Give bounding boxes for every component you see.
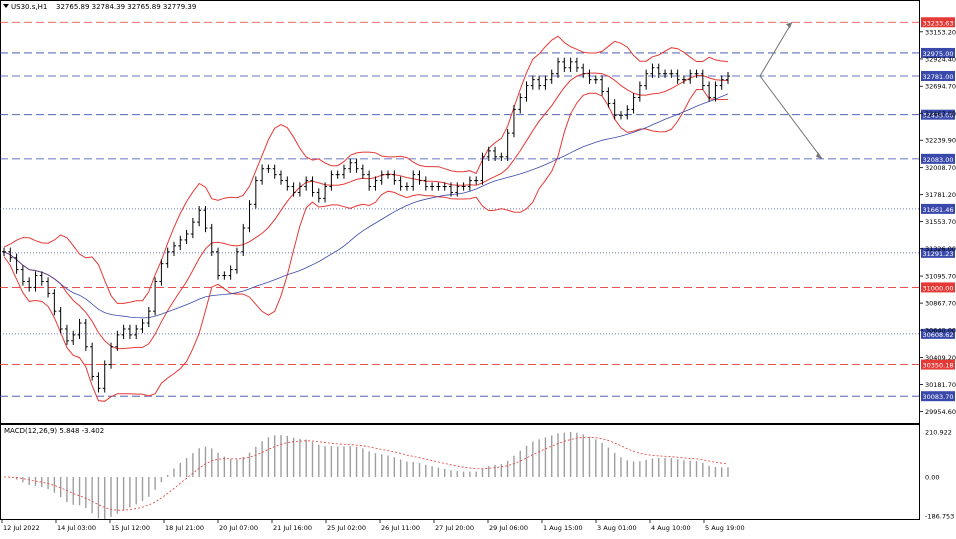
projection-down-line (759, 75, 823, 160)
price-tick-label: 30640.00 (925, 327, 956, 335)
macd-label: MACD(12,26,9) 5.848 -3.402 (4, 427, 104, 435)
time-axis: 12 Jul 2022 14 Jul 03:00 15 Jul 12:00 18 Ju… (1, 519, 745, 532)
time-tick-label: 25 Jul 02:00 (327, 524, 366, 532)
level-label: 32781.00 (922, 73, 953, 81)
price-tick-label: 31095.70 (925, 273, 956, 281)
symbol-label: US30.s,H1 (11, 3, 47, 11)
macd-axis: 210.922 0.00 -186.753 (925, 429, 954, 521)
price-tick-label: 31553.70 (925, 218, 956, 226)
time-tick-label: 3 Aug 01:00 (597, 524, 637, 532)
level-label: 33233.63 (922, 19, 953, 27)
ohlc-label: 32765.89 32784.39 32765.89 32779.39 (56, 3, 196, 11)
level-label: 31291.23 (922, 250, 953, 258)
level-label-box (921, 153, 955, 164)
level-label-box (921, 70, 955, 81)
bollinger-upper (3, 35, 729, 304)
level-label-box (921, 359, 955, 370)
price-tick-label: 32467.00 (925, 110, 956, 118)
price-tick-label: 32924.40 (925, 55, 956, 63)
moving-average (3, 93, 729, 319)
price-tick-label: 29954.60 (925, 408, 956, 416)
collapse-triangle-icon[interactable] (3, 4, 9, 8)
price-tick-label: 32694.70 (925, 83, 956, 91)
main-panel-frame (0, 0, 920, 424)
level-label: 32975.00 (922, 50, 953, 58)
time-tick-label: 21 Jul 16:00 (273, 524, 312, 532)
time-tick-label: 27 Jul 20:00 (435, 524, 474, 532)
projection-up-arrowhead (786, 22, 792, 29)
bollinger-bands (3, 35, 729, 402)
bollinger-middle (3, 72, 729, 350)
level-label: 32455.00 (922, 112, 953, 120)
price-axis: 33153.20 32924.40 32694.70 32467.00 32239.90… (919, 28, 956, 416)
price-tick-label: 33153.20 (925, 28, 956, 36)
price-tick-label: 30181.70 (925, 381, 956, 389)
macd-tick-label: -186.753 (925, 513, 954, 521)
price-tick-label: 31781.20 (925, 191, 956, 199)
time-tick-label: 4 Aug 10:00 (651, 524, 691, 532)
level-label: 30083.70 (922, 393, 953, 401)
macd-tick-label: 210.922 (925, 429, 952, 437)
price-tick-label: 31326.00 (925, 245, 956, 253)
price-tick-label: 32008.70 (925, 164, 956, 172)
bollinger-lower (3, 89, 729, 402)
projection-up-line (759, 21, 793, 77)
time-tick-label: 12 Jul 2022 (3, 524, 40, 532)
level-label-box (921, 247, 955, 258)
macd-tick-label: 0.00 (925, 474, 939, 482)
price-tick-label: 32239.90 (925, 137, 956, 145)
time-tick-label: 1 Aug 15:00 (543, 524, 583, 532)
macd-signal (3, 436, 729, 511)
price-levels: 33233.63 32975.00 32781.00 32455.00 32083.00… (0, 17, 955, 402)
level-label-box (921, 282, 955, 293)
time-tick-label: 26 Jul 11:00 (381, 524, 420, 532)
time-tick-label: 20 Jul 07:00 (219, 524, 258, 532)
projection-arrows (759, 21, 823, 160)
level-label: 32083.00 (922, 156, 953, 164)
price-tick-label: 30867.70 (925, 300, 956, 308)
level-label: 30350.18 (922, 362, 953, 370)
level-label-box (921, 17, 955, 28)
projection-down-arrowhead (816, 151, 822, 159)
time-tick-label: 29 Jul 06:00 (489, 524, 528, 532)
time-tick-label: 14 Jul 03:00 (57, 524, 96, 532)
time-tick-label: 5 Aug 19:00 (705, 524, 745, 532)
level-label-box (921, 47, 955, 58)
level-label: 31000.00 (922, 284, 953, 292)
level-label: 30608.62 (922, 331, 953, 339)
time-tick-label: 18 Jul 21:00 (165, 524, 204, 532)
level-label-box (921, 203, 955, 214)
time-tick-label: 15 Jul 12:00 (111, 524, 150, 532)
level-label-box (921, 109, 955, 120)
macd-panel-frame (0, 424, 920, 520)
price-tick-label: 30409.20 (925, 354, 956, 362)
level-label: 31661.46 (922, 206, 953, 214)
price-series (2, 57, 730, 393)
level-label-box (921, 391, 955, 402)
macd-histogram (3, 432, 729, 519)
level-label-box (921, 328, 955, 339)
